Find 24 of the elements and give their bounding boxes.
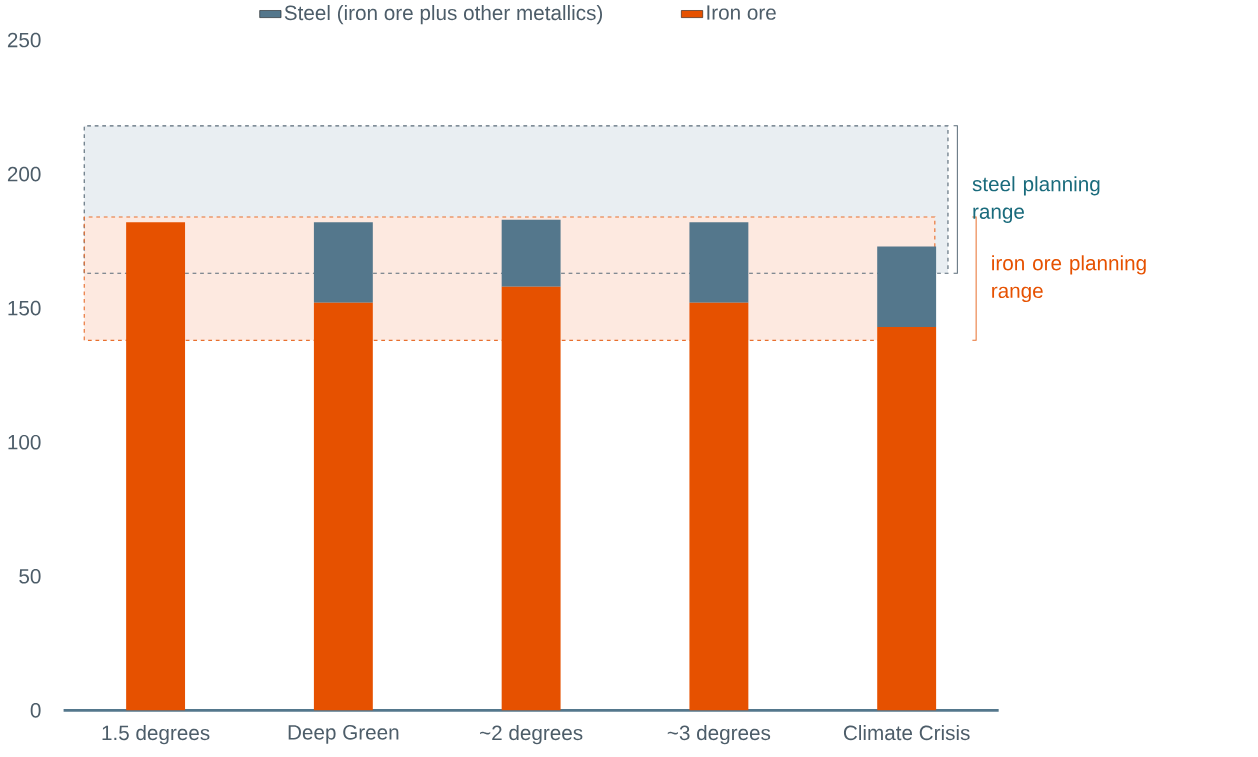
x-tick-label: ~2 degrees [480,724,583,745]
bar [501,286,561,711]
band-label: steel planning range [972,175,1100,223]
bar [313,222,373,303]
x-tick-label: ~3 degrees [667,724,771,745]
y-tick-label: 250 [7,32,41,48]
y-tick-label: 0 [30,702,41,718]
x-tick-label: Climate Crisis [843,724,970,741]
x-tick-label: 1.5 degrees [102,724,210,745]
y-tick-label: 150 [8,300,41,316]
legend-label: Steel (iron ore plus other metallics) [284,4,603,25]
band-label: iron ore planning range [992,255,1146,302]
bar [313,302,373,711]
legend-label: Iron ore [707,5,776,20]
bar [126,222,186,711]
bar [689,302,749,711]
y-tick-label: 100 [8,434,41,450]
bar [689,222,749,303]
y-tick-label: 50 [19,568,41,584]
bar [877,246,937,327]
bar [877,326,937,711]
bar [501,219,561,287]
x-tick-label: Deep Green [288,724,399,744]
y-tick-label: 200 [7,166,41,182]
